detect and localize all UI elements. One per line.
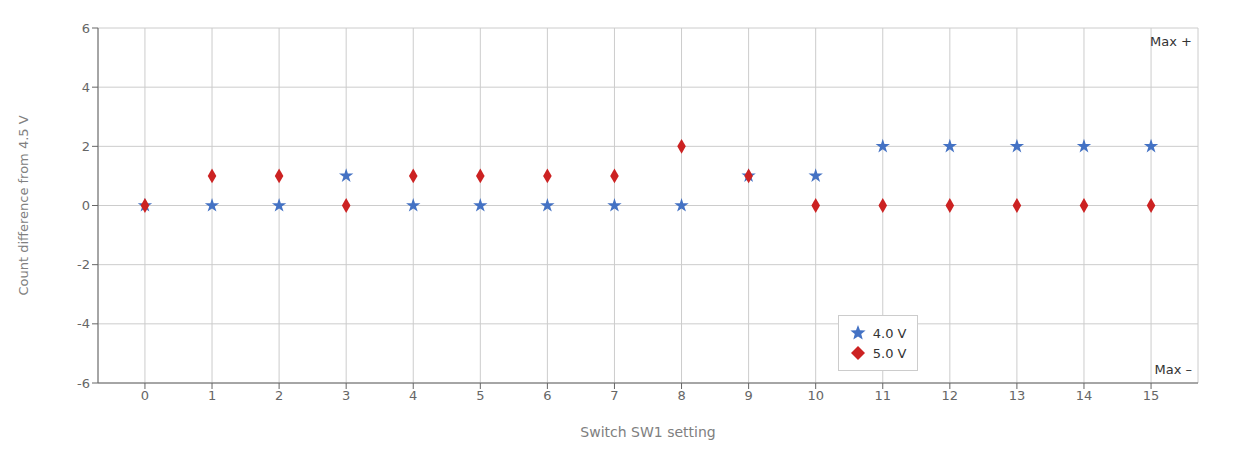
html-text:Max –: Max – [1154, 362, 1192, 377]
svg-text:0: 0 [82, 198, 90, 213]
svg-text:11: 11 [874, 388, 891, 403]
svg-text:5: 5 [476, 388, 484, 403]
svg-text:Count difference from 4.5 V: Count difference from 4.5 V [16, 115, 31, 295]
svg-text:10: 10 [807, 388, 824, 403]
svg-text:Switch SW1 setting: Switch SW1 setting [580, 424, 715, 440]
svg-text:13: 13 [1009, 388, 1026, 403]
svg-text:15: 15 [1143, 388, 1160, 403]
svg-text:-6: -6 [77, 376, 90, 391]
svg-text:-4: -4 [77, 316, 90, 331]
svg-text:14: 14 [1076, 388, 1093, 403]
svg-text:2: 2 [82, 139, 90, 154]
svg-text:8: 8 [677, 388, 685, 403]
svg-text:2: 2 [275, 388, 283, 403]
html-text:Max +: Max + [1150, 34, 1192, 49]
svg-text:4: 4 [409, 388, 417, 403]
svg-text:-2: -2 [77, 257, 90, 272]
svg-text:6: 6 [82, 21, 90, 36]
svg-text:6: 6 [543, 388, 551, 403]
svg-text:9: 9 [744, 388, 752, 403]
html-text:5.0 V: 5.0 V [872, 345, 907, 361]
svg-text:4: 4 [82, 80, 90, 95]
svg-text:12: 12 [942, 388, 959, 403]
svg-text:1: 1 [208, 388, 216, 403]
svg-text:0: 0 [141, 388, 149, 403]
html-text:4.0 V: 4.0 V [872, 325, 907, 341]
svg-text:3: 3 [342, 388, 350, 403]
svg-text:7: 7 [610, 388, 618, 403]
